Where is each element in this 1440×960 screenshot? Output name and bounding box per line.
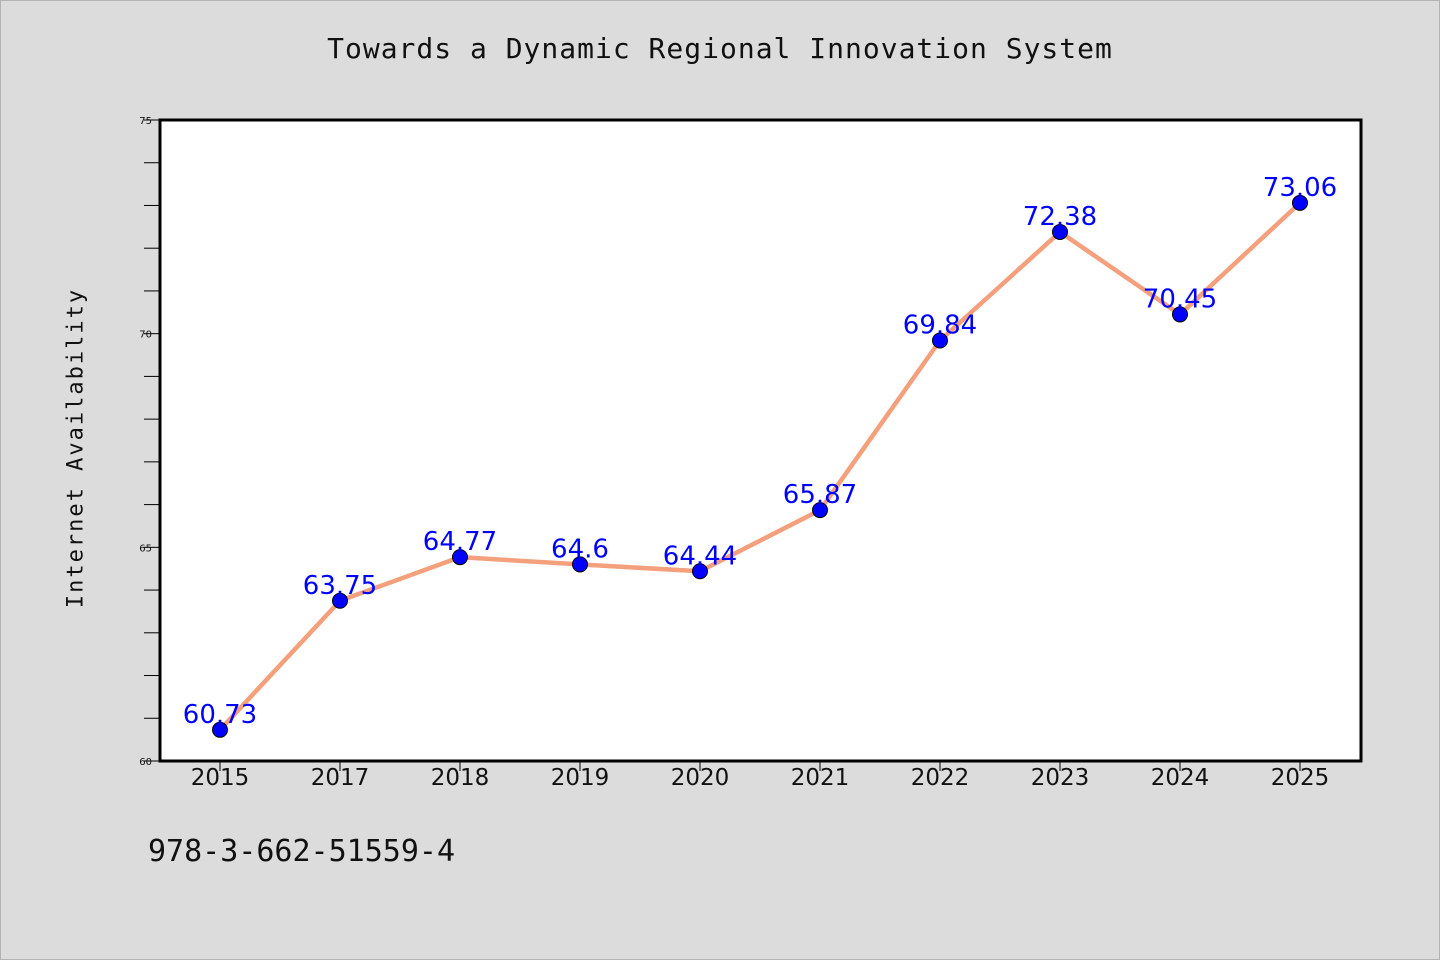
- data-label: 63.75: [303, 571, 377, 601]
- data-labels: 60.73 63.75 64.77 64.6 64.44 65.87 69.84 72.38 7…: [183, 173, 1337, 730]
- data-label: 64.6: [551, 534, 609, 564]
- data-label: 64.44: [663, 541, 737, 571]
- data-label: 73.06: [1263, 173, 1337, 203]
- x-tick-label: 2023: [1031, 765, 1090, 791]
- data-label: 72.38: [1023, 202, 1097, 232]
- plot-area: [158, 118, 1363, 763]
- data-point: [212, 721, 228, 738]
- data-label: 69.84: [903, 311, 977, 341]
- y-tick-label: 60: [139, 757, 152, 768]
- x-tick-label: 2022: [911, 765, 970, 791]
- data-label: 65.87: [783, 480, 857, 510]
- data-point: [812, 502, 828, 519]
- chart-title: Towards a Dynamic Regional Innovation Sy…: [327, 32, 1113, 65]
- x-tick-label: 2019: [551, 765, 610, 791]
- y-tick-label: 75: [139, 116, 152, 127]
- y-tick-label: 65: [139, 543, 152, 554]
- data-markers: [212, 194, 1308, 738]
- data-point: [1172, 306, 1188, 323]
- data-point: [1052, 223, 1068, 240]
- data-point: [452, 549, 468, 566]
- isbn-code: 978-3-662-51559-4: [148, 834, 456, 869]
- data-point: [932, 332, 948, 349]
- data-point: [572, 556, 588, 573]
- y-tick-label: 70: [139, 330, 152, 341]
- x-tick-label: 2024: [1151, 765, 1210, 791]
- data-point: [332, 592, 348, 609]
- x-axis: 2015 2017 2018 2019 2020 2021 2022 2023 2024 2025: [191, 761, 1330, 791]
- x-tick-label: 2025: [1271, 765, 1330, 791]
- series-line: [218, 201, 1302, 732]
- x-tick-label: 2021: [791, 765, 850, 791]
- data-label: 60.73: [183, 700, 257, 730]
- data-point: [692, 563, 708, 580]
- x-tick-label: 2020: [671, 765, 730, 791]
- x-tick-label: 2018: [431, 765, 490, 791]
- data-label: 70.45: [1143, 284, 1217, 314]
- x-tick-label: 2017: [311, 765, 370, 791]
- data-point: [1292, 194, 1308, 211]
- series-lines: [218, 201, 1302, 732]
- x-tick-label: 2015: [191, 765, 250, 791]
- data-label: 64.77: [423, 527, 497, 557]
- y-axis: 60 65 70 75: [139, 116, 160, 768]
